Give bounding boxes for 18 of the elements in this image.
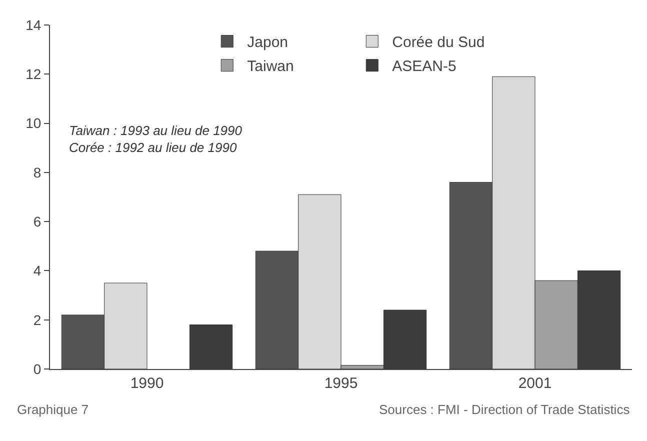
legend-label: ASEAN-5 xyxy=(392,58,456,76)
legend-label: Taiwan xyxy=(247,58,294,76)
y-tick-label: 2 xyxy=(33,312,42,328)
y-tick-label: 8 xyxy=(33,164,42,180)
y-tick-label: 12 xyxy=(26,66,42,82)
y-tick-label: 4 xyxy=(33,262,42,279)
y-tick-label: 0 xyxy=(33,360,42,377)
legend-label: Japon xyxy=(247,34,288,52)
x-tick-label: 2001 xyxy=(518,375,552,392)
x-tick-label: 1990 xyxy=(130,375,164,392)
y-tick-label: 10 xyxy=(26,115,42,132)
legend-label: Corée du Sud xyxy=(392,34,485,52)
text: Graphique 7 xyxy=(17,402,89,417)
y-tick-label: 14 xyxy=(26,16,42,33)
annotation: Taiwan : 1993 au lieu de 1990 Corée : 1992 au lieu de 1990 xyxy=(69,123,243,155)
y-tick-label: 6 xyxy=(33,213,42,230)
x-tick-label: 1995 xyxy=(324,375,358,392)
source-note: Sources : FMI - Direction of Trade Statistics xyxy=(379,402,630,417)
